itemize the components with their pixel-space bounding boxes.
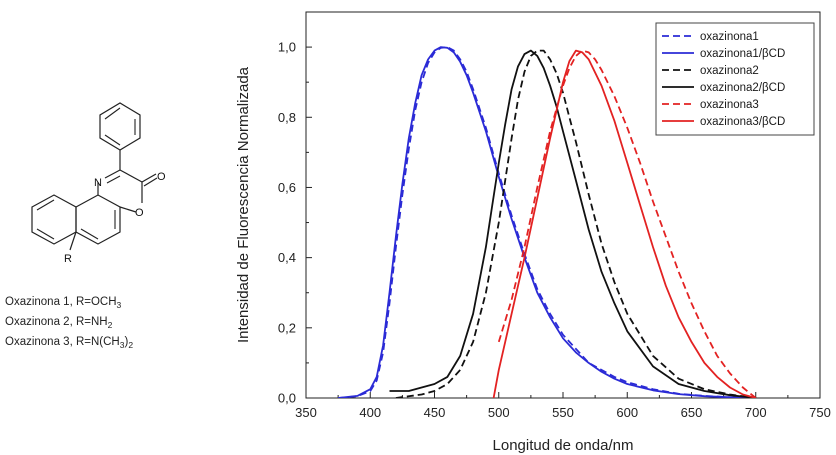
bond (104, 169, 121, 179)
x-tick-label: 650 (681, 405, 703, 420)
y-tick-label: 0,8 (278, 110, 296, 125)
x-tick-label: 550 (552, 405, 574, 420)
nitrogen-atom: N (94, 177, 102, 189)
legend-box (655, 22, 815, 136)
x-tick-label: 500 (488, 405, 510, 420)
chemical-structure: N O O R Oxazinona 1, R=OCH3 Oxazinona 2,… (5, 102, 166, 350)
x-tick-label: 450 (424, 405, 446, 420)
x-tick-label: 750 (809, 405, 831, 420)
x-tick-label: 400 (359, 405, 381, 420)
y-tick-label: 0,6 (278, 180, 296, 195)
legend-label: oxazinona1 (700, 31, 759, 43)
x-axis-title: Longitud de onda/nm (493, 437, 634, 454)
series-line-3 (395, 49, 756, 398)
phenyl-ring (99, 102, 141, 151)
bond (69, 231, 77, 251)
double-bond (104, 134, 121, 146)
carbonyl-oxygen-atom: O (157, 171, 166, 183)
double-bond (80, 228, 99, 240)
caption-oxazinona-2: Oxazinona 2, R=NH2 (5, 316, 113, 330)
series-line-6 (492, 49, 757, 398)
carbonyl-bond (141, 173, 157, 183)
legend-label: oxazinona3/βCD (700, 116, 785, 128)
series-line-5 (497, 49, 757, 398)
carbonyl-bond (143, 177, 158, 187)
caption-oxazinona-3: Oxazinona 3, R=N(CH3)2 (5, 336, 133, 350)
ring-oxygen-atom: O (135, 207, 144, 219)
x-tick-labels: 350 400 450 500 550 600 650 700 750 (295, 405, 831, 420)
series-line-1 (338, 46, 756, 398)
y-tick-label: 0,4 (278, 250, 296, 265)
legend-label: oxazinona2 (700, 65, 759, 77)
double-bond (106, 175, 121, 184)
legend: oxazinona1 oxazinona1/βCD oxazinona2 oxazin… (655, 22, 815, 136)
y-axis-title: Intensidad de Fluorescencia Normalizada (235, 66, 252, 343)
legend-label: oxazinona1/βCD (700, 48, 785, 60)
y-tick-label: 0,2 (278, 320, 296, 335)
r-group-label: R (64, 253, 72, 265)
y-tick-label: 1,0 (278, 40, 296, 55)
bond (119, 206, 137, 213)
x-tick-label: 600 (616, 405, 638, 420)
series-line-4 (389, 49, 756, 398)
series-line-2 (338, 46, 756, 398)
x-tick-label: 700 (745, 405, 767, 420)
bond (119, 169, 143, 183)
legend-label: oxazinona2/βCD (700, 82, 785, 94)
y-tick-label: 0,0 (278, 391, 296, 406)
series-lines (338, 46, 757, 398)
legend-label: oxazinona3 (700, 99, 759, 111)
y-tick-labels: 0,0 0,2 0,4 0,6 0,8 1,0 (278, 40, 296, 406)
double-bond (104, 107, 121, 120)
caption-oxazinona-1: Oxazinona 1, R=OCH3 (5, 296, 122, 310)
double-bond (36, 199, 55, 211)
double-bond (36, 228, 55, 240)
x-tick-label: 350 (295, 405, 317, 420)
